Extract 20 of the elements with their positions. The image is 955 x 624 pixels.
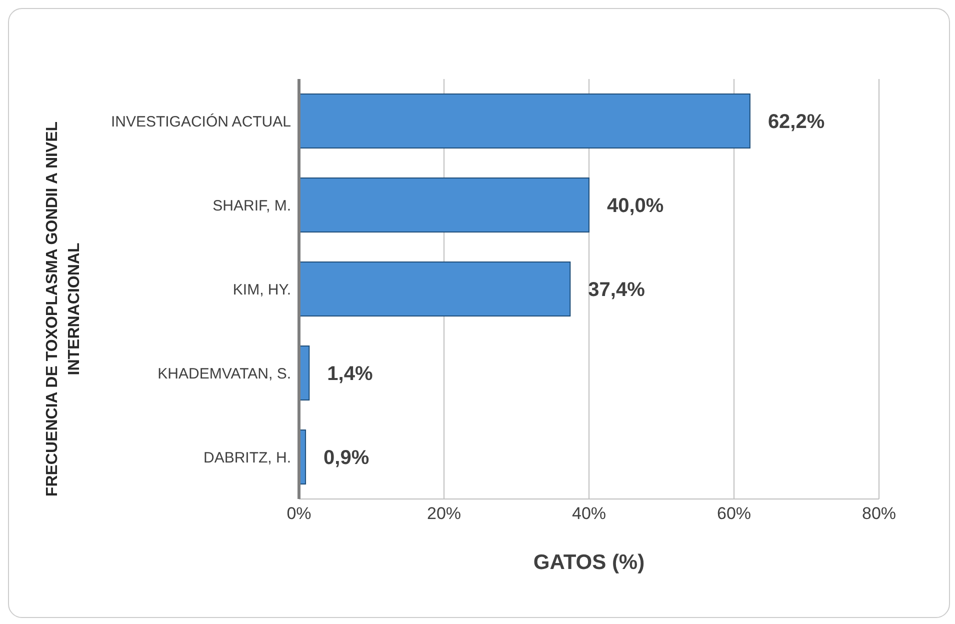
bar: [299, 94, 750, 148]
y-tick-label: DABRITZ, H.: [203, 449, 291, 466]
data-label: 0,9%: [324, 447, 370, 470]
x-tick-label: 40%: [572, 504, 606, 524]
x-axis-title: GATOS (%): [533, 551, 645, 574]
y-tick-label: KHADEMVATAN, S.: [158, 365, 291, 382]
y-tick-label: KIM, HY.: [232, 281, 291, 298]
bar: [299, 262, 571, 316]
x-tick-label: 80%: [862, 504, 896, 524]
data-label: 40,0%: [607, 195, 664, 218]
data-label: 37,4%: [588, 279, 646, 302]
x-tick-label: 60%: [716, 504, 752, 524]
y-tick-label: INVESTIGACIÓN ACTUAL: [110, 112, 291, 130]
y-axis-title: FRECUENCIA DE TOXOPLASMA GONDII A NIVEL INTERNACIONAL: [44, 121, 83, 497]
y-tick-label: SHARIF, M.: [212, 197, 291, 214]
data-label: 1,4%: [327, 363, 373, 386]
bar: [299, 178, 590, 232]
x-tick-label: 0%: [286, 504, 312, 524]
x-tick-label: 20%: [426, 504, 462, 524]
data-label: 62,2%: [768, 111, 825, 134]
